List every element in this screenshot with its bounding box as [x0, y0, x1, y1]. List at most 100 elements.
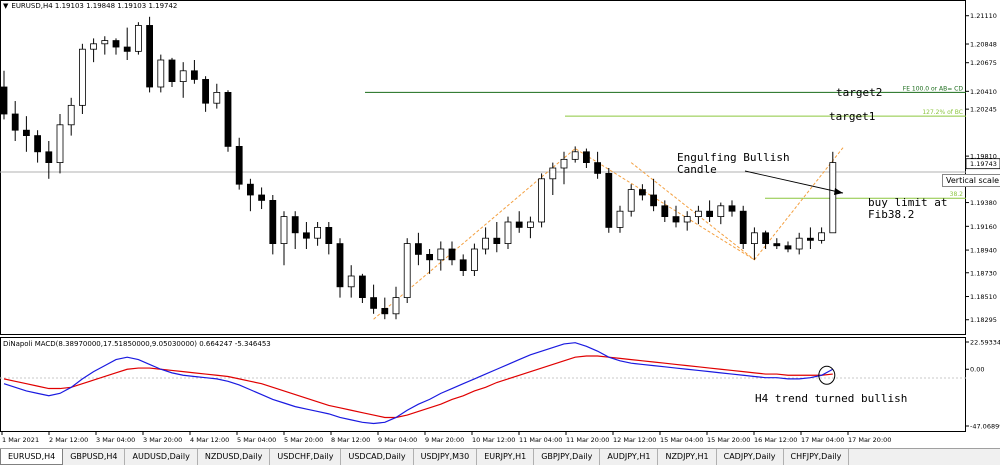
- candle-body: [784, 245, 792, 250]
- candle-body: [773, 243, 781, 247]
- chart-tab-cadjpy-daily[interactable]: CADJPY,Daily: [717, 449, 784, 465]
- candle-body: [549, 167, 557, 180]
- candle-body: [627, 189, 635, 212]
- harmonic-zigzag: [373, 146, 845, 320]
- time-tick-label: 3 Mar 04:00: [96, 436, 135, 444]
- candle-body: [829, 162, 837, 234]
- candle-body: [90, 43, 97, 50]
- time-tick-label: 11 Mar 20:00: [566, 436, 609, 444]
- chart-tab-audusd-daily[interactable]: AUDUSD,Daily: [125, 449, 198, 465]
- chart-tab-eurjpy-h1[interactable]: EURJPY,H1: [477, 449, 535, 465]
- candle-body: [706, 210, 713, 217]
- macd-tick-label: -47.06899: [970, 423, 1000, 431]
- chart-tab-gbpusd-h4[interactable]: GBPUSD,H4: [63, 449, 126, 465]
- candle-body: [795, 237, 803, 250]
- chart-tab-nzdusd-daily[interactable]: NZDUSD,Daily: [198, 449, 271, 465]
- engulfing-annotation[interactable]: Engulfing Bullish Candle: [677, 152, 790, 176]
- candle-body: [235, 145, 243, 185]
- candlestick-series: [0, 16, 837, 320]
- target1-label[interactable]: target1: [829, 110, 876, 123]
- target1-tag: 127.2% of BC: [922, 109, 963, 116]
- engulfing-line1: Engulfing Bullish: [677, 151, 790, 164]
- candle-body: [717, 205, 725, 218]
- arrow-head-icon: [834, 188, 843, 195]
- macd-pane-border: [0, 337, 966, 432]
- buy-limit-line2: Fib38.2: [868, 208, 915, 221]
- candle-body: [807, 237, 814, 241]
- fib-tag: 38.2: [950, 191, 964, 198]
- macd-cross-circle[interactable]: [818, 365, 836, 385]
- macd-axis: 22.59334 0.00 -47.06899: [966, 339, 1000, 431]
- candle-body: [739, 210, 747, 244]
- candle-body: [314, 226, 322, 239]
- candle-body: [112, 40, 120, 48]
- candle-body: [202, 79, 210, 104]
- candle-body: [224, 92, 232, 147]
- candle-body: [493, 237, 501, 244]
- candle-body: [123, 46, 131, 52]
- candle-body: [45, 151, 53, 164]
- candle-body: [101, 40, 109, 45]
- price-tick-label: 1.18730: [970, 269, 997, 277]
- candle-body: [34, 135, 41, 153]
- candle-body: [67, 104, 75, 126]
- candle-body: [0, 86, 8, 115]
- chart-canvas[interactable]: FE 100.0 or AB= CD 127.2% of BC 38.2 1.211…: [0, 0, 1000, 448]
- chart-tab-nzdjpy-h1[interactable]: NZDJPY,H1: [658, 449, 717, 465]
- price-axis: 1.21110 1.20848 1.20675 1.20410 1.20245 1.198…: [965, 12, 1000, 324]
- chart-title: ▼ EURUSD,H4 1.19103 1.19848 1.19103 1.197…: [3, 2, 177, 10]
- harmonic-bc-leg: [630, 162, 755, 261]
- current-price-box: [965, 158, 1000, 170]
- candle-body: [616, 210, 624, 228]
- candle-body: [538, 178, 545, 223]
- buy-limit-annotation[interactable]: buy limit at Fib38.2: [868, 197, 947, 221]
- macd-series: [3, 342, 836, 425]
- target2-label[interactable]: target2: [836, 86, 883, 99]
- dropdown-triangle-icon[interactable]: ▼: [3, 2, 9, 10]
- symbol-ohlc-line: EURUSD,H4 1.19103 1.19848 1.19103 1.1974…: [11, 2, 178, 10]
- candle-body: [426, 253, 434, 261]
- price-tick-label: 1.18295: [970, 316, 997, 324]
- time-tick-label: 8 Mar 12:00: [331, 436, 370, 444]
- candle-body: [280, 216, 288, 245]
- candle-body: [571, 151, 579, 160]
- harmonic-pattern-lines: [373, 146, 845, 320]
- candle-body: [751, 232, 758, 245]
- indicator-title: DiNapoli MACD(8.38970000,17.51850000,9.0…: [3, 340, 271, 348]
- time-tick-label: 4 Mar 12:00: [190, 436, 229, 444]
- candle-body: [818, 232, 825, 241]
- current-price-label: 1.19743: [970, 160, 997, 168]
- chart-tab-gbpjpy-daily[interactable]: GBPJPY,Daily: [534, 449, 601, 465]
- candle-body: [11, 113, 19, 131]
- chart-tab-bar: EURUSD,H4 GBPUSD,H4 AUDUSD,Daily NZDUSD,Dai…: [0, 448, 1000, 465]
- price-tick-label: 1.20848: [970, 41, 997, 49]
- chart-tab-audjpy-h1[interactable]: AUDJPY,H1: [600, 449, 659, 465]
- candle-body: [269, 199, 277, 244]
- price-tick-label: 1.20410: [970, 88, 997, 96]
- candle-body: [246, 183, 254, 196]
- candle-body: [168, 59, 176, 83]
- chart-tab-usdjpy-m30[interactable]: USDJPY,M30: [414, 449, 478, 465]
- candle-body: [560, 158, 568, 169]
- chart-tab-usdchf-daily[interactable]: USDCHF,Daily: [270, 449, 342, 465]
- candle-body: [370, 297, 378, 309]
- macd-annotation[interactable]: H4 trend turned bullish: [755, 392, 908, 405]
- macd-main-line: [3, 342, 834, 425]
- candle-body: [762, 232, 769, 245]
- candle-body: [527, 221, 534, 228]
- chart-tab-chfjpy-daily[interactable]: CHFJPY,Daily: [784, 449, 850, 465]
- chart-tab-eurusd-h4[interactable]: EURUSD,H4: [0, 449, 64, 465]
- price-tick-label: 1.20675: [970, 59, 997, 67]
- candle-body: [470, 248, 478, 272]
- vertical-scale-tooltip: Vertical scale: [942, 174, 1000, 187]
- candle-body: [594, 162, 601, 174]
- candle-body: [639, 189, 646, 196]
- price-tick-label: 1.20245: [970, 106, 997, 114]
- candle-body: [190, 70, 198, 80]
- candle-body: [146, 25, 154, 88]
- time-tick-label: 2 Mar 12:00: [49, 436, 88, 444]
- candle-body: [605, 172, 613, 228]
- engulfing-line2: Candle: [677, 163, 717, 176]
- engulfing-arrow-line: [744, 170, 844, 194]
- chart-tab-usdcad-daily[interactable]: USDCAD,Daily: [341, 449, 414, 465]
